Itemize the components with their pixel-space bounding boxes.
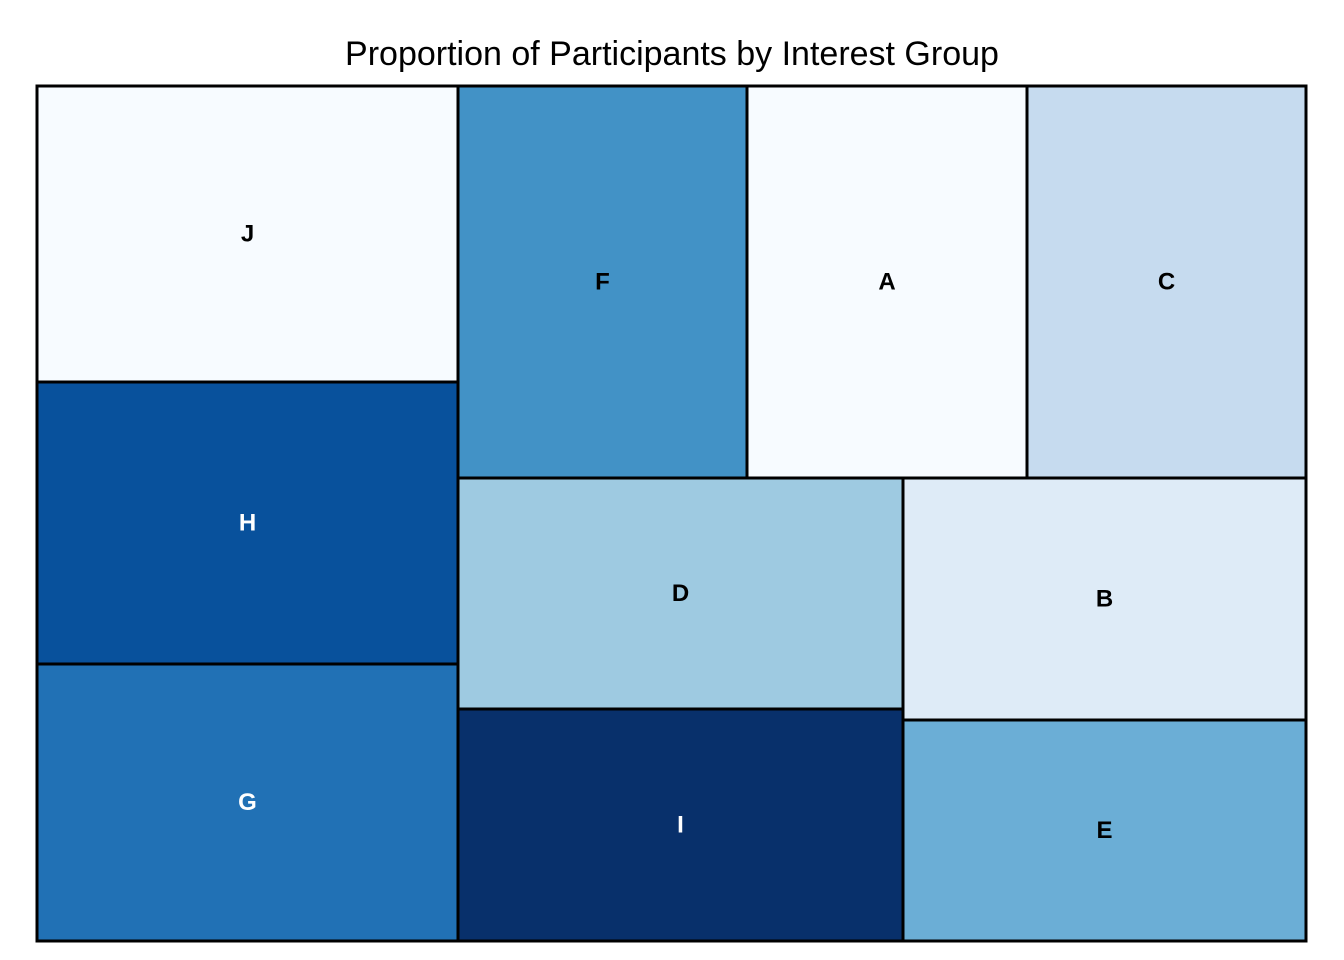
treemap-tile-c: C bbox=[1025, 84, 1308, 480]
tile-rect-i bbox=[456, 707, 905, 943]
tile-label-a: A bbox=[878, 269, 895, 296]
plot-border bbox=[35, 84, 1308, 943]
treemap-tile-e: E bbox=[901, 718, 1308, 943]
treemap-tile-a: A bbox=[745, 84, 1029, 480]
tile-rect-j bbox=[35, 84, 460, 384]
tile-label-d: D bbox=[672, 580, 689, 607]
tile-rect-e bbox=[901, 718, 1308, 943]
tile-rect-f bbox=[456, 84, 749, 480]
tile-label-g: G bbox=[238, 789, 257, 816]
tile-label-c: C bbox=[1158, 269, 1175, 296]
chart-title: Proportion of Participants by Interest G… bbox=[345, 35, 999, 73]
tile-label-j: J bbox=[241, 221, 254, 248]
treemap-tile-b: B bbox=[901, 476, 1308, 722]
treemap-tile-i: I bbox=[456, 707, 905, 943]
tile-label-f: F bbox=[595, 269, 610, 296]
tile-rect-g bbox=[35, 662, 460, 943]
tile-label-i: I bbox=[677, 812, 684, 839]
tile-rect-b bbox=[901, 476, 1308, 722]
treemap-tile-f: F bbox=[456, 84, 749, 480]
tile-label-b: B bbox=[1096, 586, 1113, 613]
treemap-tile-d: D bbox=[456, 476, 905, 711]
tile-rect-h bbox=[35, 380, 460, 666]
treemap-tile-h: H bbox=[35, 380, 460, 666]
treemap-tile-g: G bbox=[35, 662, 460, 943]
tile-label-e: E bbox=[1096, 817, 1112, 844]
treemap-tile-j: J bbox=[35, 84, 460, 384]
tile-label-h: H bbox=[239, 510, 256, 537]
tile-rect-d bbox=[456, 476, 905, 711]
